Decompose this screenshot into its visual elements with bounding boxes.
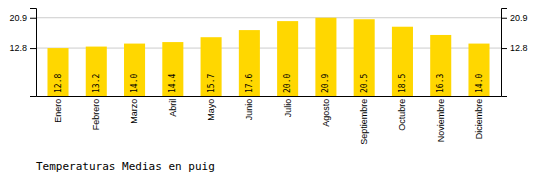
bar <box>430 35 451 96</box>
data-label: 20.0 <box>283 74 292 93</box>
y-axis: 12.8 20.9 <box>9 9 36 97</box>
x-tick-label: Junio <box>244 99 254 121</box>
y-right-tick-mark <box>501 48 507 49</box>
bar <box>392 27 413 96</box>
data-label: 20.5 <box>360 74 369 93</box>
bars <box>47 18 489 96</box>
x-tick-label: Mayo <box>206 99 216 121</box>
x-tick-label: Julio <box>283 99 293 118</box>
x-tick: Julio <box>283 96 293 117</box>
bar <box>86 47 107 96</box>
x-tick-label: Diciembre <box>474 99 484 140</box>
bar <box>239 30 260 96</box>
bar <box>47 48 68 96</box>
data-label: 14.0 <box>130 74 139 93</box>
x-tick: Noviembre <box>436 96 446 142</box>
y-right-axis-line <box>502 9 508 97</box>
x-tick-label: Noviembre <box>436 99 446 143</box>
x-tick: Septiembre <box>359 96 369 145</box>
data-label: 15.7 <box>207 74 216 93</box>
bar <box>201 37 222 96</box>
x-axis-line <box>37 96 502 97</box>
data-label: 18.5 <box>398 74 407 93</box>
y-tick-label: 20.9 <box>9 13 27 23</box>
y-axis-right: 12.8 20.9 <box>501 9 528 97</box>
chart: Enero Febrero Marzo Abril Mayo Junio Julio Agos… <box>0 0 537 174</box>
x-axis: Enero Febrero Marzo Abril Mayo Junio Julio Agos… <box>37 96 502 145</box>
data-label: 13.2 <box>92 74 101 93</box>
x-tick: Marzo <box>129 96 139 124</box>
data-label: 20.9 <box>321 74 330 93</box>
bar <box>468 44 489 96</box>
x-tick: Diciembre <box>474 96 484 139</box>
x-tick-label: Enero <box>53 99 63 123</box>
x-tick-label: Agosto <box>321 99 331 127</box>
y-right-tick-label: 12.8 <box>510 43 528 53</box>
y-right-tick-label: 20.9 <box>510 13 528 23</box>
x-tick-label: Abril <box>168 99 178 117</box>
y-tick-mark <box>30 48 36 49</box>
data-label: 12.8 <box>54 74 63 93</box>
y-tick: 20.9 <box>9 13 36 23</box>
data-label: 16.3 <box>436 74 445 93</box>
data-labels: 12.8 13.2 14.0 14.4 15.7 17.6 20.0 20.9 20.5 18.5… <box>54 74 484 93</box>
data-label: 14.4 <box>168 74 177 93</box>
bar <box>315 18 336 96</box>
x-tick-label: Marzo <box>129 99 139 124</box>
y-tick: 12.8 <box>9 43 36 53</box>
y-right-tick: 20.9 <box>501 13 528 23</box>
x-tick: Enero <box>53 96 63 123</box>
x-tick: Junio <box>244 96 254 120</box>
y-axis-line <box>30 9 37 97</box>
y-right-tick-mark <box>501 18 507 19</box>
x-tick-label: Septiembre <box>359 99 369 145</box>
data-label: 14.0 <box>475 74 484 93</box>
grid-line <box>36 17 501 18</box>
y-right-tick: 12.8 <box>501 43 528 53</box>
x-tick: Agosto <box>321 96 331 127</box>
y-tick-mark <box>30 18 36 19</box>
x-tick: Febrero <box>91 96 101 130</box>
plot: Enero Febrero Marzo Abril Mayo Junio Julio Agos… <box>9 9 527 145</box>
bar <box>124 44 145 96</box>
x-tick-label: Octubre <box>397 99 407 131</box>
bar <box>354 19 375 96</box>
x-tick: Octubre <box>397 96 407 131</box>
x-tick: Mayo <box>206 96 216 121</box>
data-label: 17.6 <box>245 74 254 93</box>
bar <box>162 42 183 96</box>
bar <box>277 21 298 96</box>
y-tick-label: 12.8 <box>9 43 27 53</box>
x-tick-label: Febrero <box>91 99 101 131</box>
title: Temperaturas Medias en puig <box>36 160 215 173</box>
x-tick: Abril <box>168 96 178 117</box>
